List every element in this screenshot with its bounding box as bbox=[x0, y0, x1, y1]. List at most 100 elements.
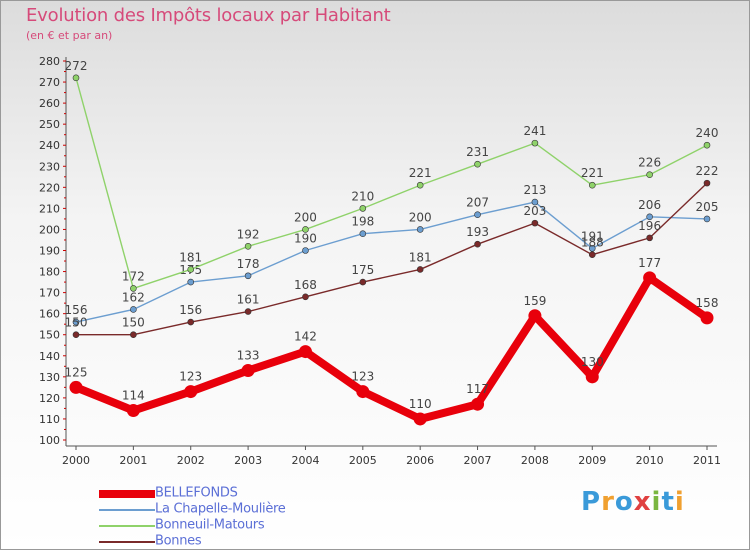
legend-item: La Chapelle-Moulière bbox=[99, 501, 286, 517]
y-tick-label: 230 bbox=[39, 160, 60, 173]
data-label: 191 bbox=[581, 229, 604, 243]
data-point bbox=[643, 271, 657, 285]
x-tick-label: 2006 bbox=[406, 454, 434, 467]
data-label: 221 bbox=[581, 166, 604, 180]
x-tick-label: 2009 bbox=[578, 454, 606, 467]
series-line-la-chapelle-mouli-re bbox=[75, 201, 708, 323]
data-point bbox=[646, 234, 653, 242]
data-point bbox=[700, 311, 714, 325]
y-tick-label: 140 bbox=[39, 350, 60, 363]
data-point bbox=[356, 385, 370, 399]
data-point bbox=[72, 318, 80, 326]
data-point bbox=[471, 397, 485, 411]
y-tick-label: 190 bbox=[39, 245, 60, 258]
data-label: 240 bbox=[696, 126, 719, 140]
chart-legend: BELLEFONDS La Chapelle-Moulière Bonneuil-M… bbox=[99, 485, 286, 549]
data-point bbox=[187, 318, 195, 326]
series-line-bonneuil-matours bbox=[75, 77, 708, 290]
data-point bbox=[646, 171, 653, 178]
logo-letter: P bbox=[581, 487, 602, 517]
data-point bbox=[703, 141, 711, 149]
y-tick-label: 240 bbox=[39, 139, 60, 152]
x-tick-label: 2011 bbox=[693, 454, 721, 467]
data-label: 161 bbox=[237, 293, 260, 307]
data-point bbox=[302, 247, 309, 254]
data-label: 192 bbox=[237, 227, 260, 241]
data-point bbox=[588, 245, 596, 252]
legend-swatch bbox=[99, 489, 155, 498]
data-label: 159 bbox=[523, 294, 546, 308]
y-tick-label: 100 bbox=[39, 434, 60, 447]
data-label: 117 bbox=[466, 382, 489, 396]
data-point bbox=[130, 331, 137, 339]
y-tick-label: 110 bbox=[39, 413, 60, 426]
data-point bbox=[72, 331, 80, 339]
data-point bbox=[416, 181, 424, 189]
logo-letter: t bbox=[661, 487, 675, 517]
legend-label: La Chapelle-Moulière bbox=[155, 501, 286, 517]
data-point bbox=[302, 293, 309, 301]
data-point bbox=[359, 230, 367, 237]
x-tick-label: 2008 bbox=[521, 454, 549, 467]
x-tick-label: 2001 bbox=[119, 454, 147, 467]
data-label: 150 bbox=[122, 316, 145, 330]
data-point bbox=[528, 309, 542, 323]
series-line-bellefonds bbox=[72, 273, 711, 423]
data-label: 210 bbox=[351, 189, 374, 203]
data-label: 188 bbox=[581, 236, 604, 250]
data-label: 172 bbox=[122, 269, 145, 283]
data-label: 221 bbox=[409, 166, 432, 180]
data-label: 142 bbox=[294, 330, 317, 344]
x-tick-label: 2007 bbox=[464, 454, 492, 467]
data-point bbox=[184, 385, 198, 399]
y-tick-label: 220 bbox=[39, 181, 60, 194]
legend-swatch bbox=[99, 508, 155, 511]
data-point bbox=[359, 278, 367, 286]
data-point bbox=[244, 308, 252, 315]
data-point bbox=[588, 181, 596, 189]
x-tick-label: 2000 bbox=[62, 454, 90, 467]
data-label: 130 bbox=[581, 355, 604, 369]
data-label: 200 bbox=[409, 210, 432, 224]
data-label: 203 bbox=[523, 204, 546, 218]
logo-letter: i bbox=[674, 487, 685, 517]
data-label: 190 bbox=[294, 232, 317, 246]
legend-label: BELLEFONDS bbox=[155, 485, 238, 501]
y-tick-label: 170 bbox=[39, 287, 60, 300]
data-point bbox=[244, 242, 252, 250]
data-point bbox=[474, 240, 481, 248]
data-point bbox=[531, 139, 539, 147]
data-point bbox=[585, 370, 599, 384]
data-label: 213 bbox=[523, 183, 546, 197]
legend-item: BELLEFONDS bbox=[99, 485, 285, 501]
data-point bbox=[244, 272, 252, 280]
data-label: 110 bbox=[409, 397, 432, 411]
data-label: 241 bbox=[523, 124, 546, 138]
y-tick-label: 270 bbox=[39, 76, 60, 89]
y-tick-label: 280 bbox=[39, 55, 60, 68]
x-tick-label: 2010 bbox=[636, 454, 664, 467]
data-point bbox=[187, 278, 195, 286]
data-label: 200 bbox=[294, 210, 317, 224]
data-point bbox=[531, 198, 539, 206]
series-line-bonnes bbox=[75, 182, 708, 336]
y-tick-label: 160 bbox=[39, 308, 60, 321]
data-point bbox=[703, 179, 711, 187]
legend-item: Bonneuil-Matours bbox=[99, 517, 285, 533]
data-point bbox=[130, 285, 137, 292]
logo-letter: o bbox=[614, 487, 634, 517]
y-tick-label: 200 bbox=[39, 223, 60, 236]
data-point bbox=[416, 266, 424, 273]
data-point bbox=[416, 226, 424, 233]
data-label: 196 bbox=[638, 219, 661, 233]
data-label: 125 bbox=[65, 365, 88, 379]
data-label: 205 bbox=[696, 200, 719, 214]
data-label: 123 bbox=[179, 370, 202, 384]
data-point bbox=[588, 251, 596, 259]
data-label: 156 bbox=[65, 303, 88, 317]
data-label: 168 bbox=[294, 278, 317, 292]
data-label: 177 bbox=[638, 256, 661, 270]
legend-label: Bonnes bbox=[155, 533, 202, 549]
data-point bbox=[531, 219, 539, 227]
